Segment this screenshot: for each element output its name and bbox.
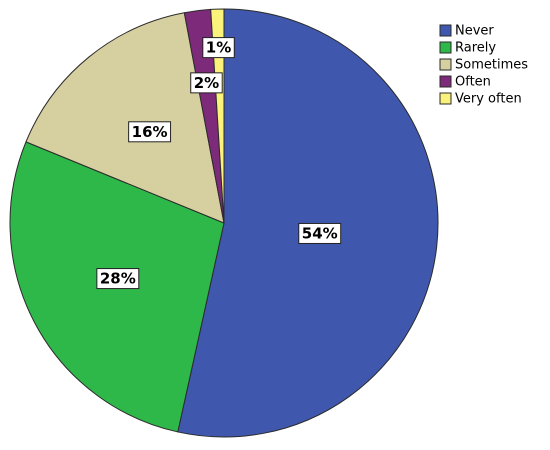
legend-item-sometimes: Sometimes xyxy=(439,58,528,73)
data-label-text: 54% xyxy=(302,224,338,242)
legend-swatch xyxy=(439,41,452,54)
pie-data-labels: 54% 28% 16% 2% 1% xyxy=(96,37,342,290)
data-label-box xyxy=(202,37,235,59)
legend-swatch xyxy=(439,58,452,71)
legend-item-often: Often xyxy=(439,75,491,90)
data-label-text: 28% xyxy=(100,270,136,288)
legend-swatch xyxy=(439,92,452,105)
legend-item-very-often: Very often xyxy=(439,92,522,107)
data-label-box xyxy=(190,72,223,94)
legend-item-rarely: Rarely xyxy=(439,41,496,56)
legend-swatch xyxy=(439,24,452,37)
data-label-very-often: 1% xyxy=(202,37,235,59)
legend-label: Never xyxy=(455,24,494,39)
data-label-text: 2% xyxy=(194,74,219,92)
legend-swatch xyxy=(439,75,452,88)
data-label-often: 2% xyxy=(190,72,223,94)
data-label-box xyxy=(96,268,140,290)
legend-label: Very often xyxy=(455,92,522,107)
data-label-sometimes: 16% xyxy=(128,121,172,143)
data-label-never: 54% xyxy=(298,222,342,244)
legend-label: Rarely xyxy=(455,41,496,56)
data-label-box xyxy=(298,222,342,244)
pie-slice-very-often xyxy=(210,8,225,224)
legend-label: Sometimes xyxy=(455,58,528,73)
legend-item-never: Never xyxy=(439,24,494,39)
pie-slice-sometimes xyxy=(25,12,225,224)
legend-label: Often xyxy=(455,75,491,90)
data-label-text: 1% xyxy=(206,39,231,57)
data-label-rarely: 28% xyxy=(96,268,140,290)
pie-slices xyxy=(9,8,439,438)
data-label-box xyxy=(128,121,172,143)
legend: Never Rarely Sometimes Often Very often xyxy=(439,24,528,107)
data-label-text: 16% xyxy=(132,123,168,141)
